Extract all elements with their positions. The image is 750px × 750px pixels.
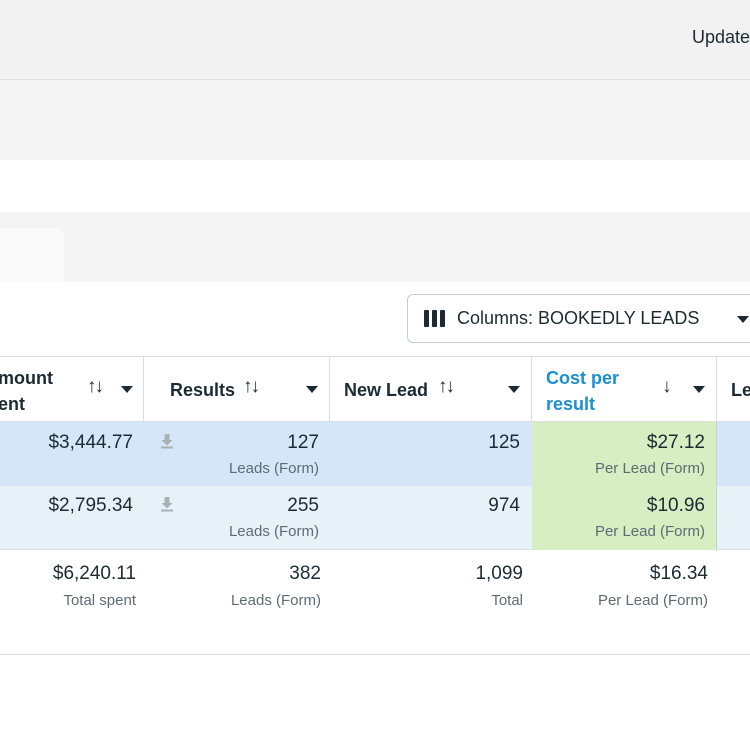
total-results-sub: Leads (Form): [230, 592, 321, 609]
table-row[interactable]: $2,795.34 255 Leads (Form) 974 $10.96 Pe…: [0, 486, 750, 550]
total-cost-value: $16.34: [649, 563, 708, 584]
total-new-lead-sub: Total: [491, 592, 523, 609]
filter-band: [0, 80, 750, 160]
cost-value: $10.96: [646, 495, 705, 516]
new-lead-value: 974: [488, 495, 520, 516]
column-header-amount-spent[interactable]: mount ent ↑↓: [0, 357, 144, 422]
table-header: mount ent ↑↓ Results ↑↓ New Lead ↑↓ Cost…: [0, 356, 750, 422]
download-icon[interactable]: [159, 433, 175, 449]
tab-strip: [0, 212, 750, 282]
total-new-lead-value: 1,099: [475, 563, 523, 584]
sort-down-icon[interactable]: ↓: [662, 376, 671, 397]
columns-preset-dropdown[interactable]: Columns: BOOKEDLY LEADS: [407, 294, 750, 343]
total-amount-spent-sub: Total spent: [63, 592, 136, 609]
results-sub: Leads (Form): [228, 460, 319, 477]
sort-both-icon[interactable]: ↑↓: [243, 376, 260, 397]
download-icon[interactable]: [159, 496, 175, 512]
column-header-label: New Lead: [344, 380, 429, 400]
column-header-le[interactable]: Le: [717, 357, 750, 422]
column-header-label: result: [546, 394, 596, 414]
amount-spent-value: $2,795.34: [48, 495, 133, 516]
updated-label: Updated: [692, 27, 750, 47]
chevron-down-icon[interactable]: [121, 386, 133, 393]
column-header-label: Le: [731, 380, 750, 400]
results-value: 255: [287, 495, 319, 516]
spacer: [0, 160, 750, 212]
column-header-label: Cost per: [546, 368, 620, 388]
chevron-down-icon: [737, 316, 749, 323]
chevron-down-icon[interactable]: [693, 386, 705, 393]
highlight-cell: [532, 486, 716, 550]
column-header-results[interactable]: Results ↑↓: [144, 357, 330, 422]
total-results-value: 382: [289, 563, 321, 584]
totals-row: $6,240.11 Total spent 382 Leads (Form) 1…: [0, 551, 750, 655]
tab-card[interactable]: [0, 228, 64, 284]
cost-value: $27.12: [646, 432, 705, 453]
sort-both-icon[interactable]: ↑↓: [438, 376, 455, 397]
highlight-cell: [532, 422, 716, 486]
chevron-down-icon[interactable]: [306, 386, 318, 393]
total-cost-sub: Per Lead (Form): [597, 592, 708, 609]
results-value: 127: [287, 432, 319, 453]
column-divider: [716, 422, 717, 551]
sort-both-icon[interactable]: ↑↓: [87, 376, 104, 397]
new-lead-value: 125: [488, 432, 520, 453]
cost-sub: Per Lead (Form): [594, 523, 705, 540]
amount-spent-value: $3,444.77: [48, 432, 133, 453]
results-sub: Leads (Form): [228, 523, 319, 540]
column-header-new-lead[interactable]: New Lead ↑↓: [330, 357, 532, 422]
column-header-label: mount: [0, 368, 53, 388]
columns-label: Columns: BOOKEDLY LEADS: [457, 308, 700, 328]
table-row[interactable]: $3,444.77 127 Leads (Form) 125 $27.12 Pe…: [0, 422, 750, 486]
column-header-label: Results: [170, 380, 236, 400]
chevron-down-icon[interactable]: [508, 386, 520, 393]
total-amount-spent-value: $6,240.11: [52, 563, 136, 584]
top-bar: Updated: [0, 0, 750, 80]
column-header-cost-per-result[interactable]: Cost per result ↓: [532, 357, 717, 422]
column-header-label: ent: [0, 394, 25, 414]
cost-sub: Per Lead (Form): [594, 460, 705, 477]
columns-icon: [424, 310, 445, 327]
